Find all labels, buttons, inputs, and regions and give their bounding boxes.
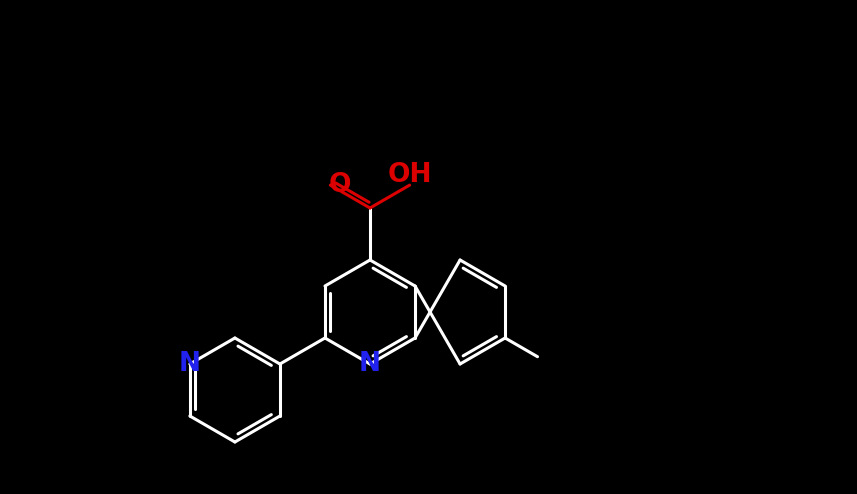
Text: O: O bbox=[329, 172, 351, 198]
Text: N: N bbox=[359, 351, 381, 377]
Text: OH: OH bbox=[387, 162, 432, 188]
Text: N: N bbox=[179, 351, 201, 377]
